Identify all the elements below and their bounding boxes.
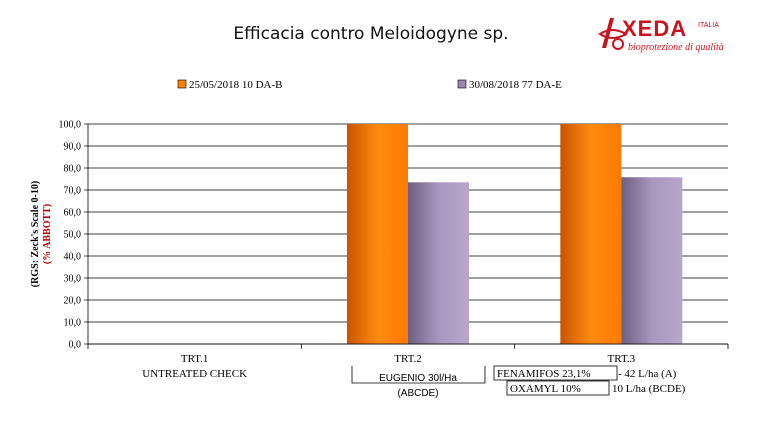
trt2-note-bracket (351, 366, 486, 384)
category-label: TRT.2 (394, 353, 422, 365)
legend-label: 30/08/2018 77 DA-E (469, 79, 562, 91)
y-tick-label: 60,0 (64, 208, 82, 219)
category-label: TRT.3 (608, 353, 636, 365)
y-tick-label: 50,0 (64, 230, 82, 241)
treatment-notes: EUGENIO 30l/Ha (ABCDE) FENAMIFOS 23,1% - 42… (351, 365, 686, 399)
chart-title: Efficacia contro Meloidogyne sp. (233, 24, 509, 44)
y-axis-label: (RGS: Zeck's Scale 0-10) (30, 181, 41, 287)
bar-trt2-series2 (408, 182, 469, 344)
trt3-note-rate-1: - 42 L/ha (A) (618, 368, 677, 380)
y-tick-label: 0,0 (69, 340, 82, 351)
category-sublabel: UNTREATED CHECK (142, 368, 247, 380)
y-tick-label: 90,0 (64, 142, 82, 153)
trt3-note-box-1 (493, 365, 618, 381)
trt3-note-rate-2: 10 L/ha (BCDE) (612, 383, 686, 395)
logo-sub: ITALIA (698, 22, 719, 29)
xeda-logo-mark-icon (598, 18, 628, 50)
chart-legend: 25/05/2018 10 DA-B 30/08/2018 77 DA-E (177, 79, 562, 91)
y-axis-sublabel: (% ABBOTT) (42, 204, 53, 264)
bar-trt3-series1 (560, 124, 622, 344)
y-tick-label: 100,0 (59, 120, 82, 131)
category-label: TRT.1 (181, 353, 209, 365)
bars-group (347, 124, 683, 344)
bar-trt2-series1 (347, 124, 408, 344)
trt3-note-box-2 (506, 380, 610, 396)
y-tick-label: 10,0 (64, 318, 82, 329)
logo-tagline: bioprotezione di qualità (628, 42, 724, 53)
trt2-note-product: EUGENIO 30l/Ha (379, 373, 457, 384)
trt2-note-applications: (ABCDE) (397, 388, 438, 399)
y-tick-label: 70,0 (64, 186, 82, 197)
y-tick-label: 80,0 (64, 164, 82, 175)
y-tick-label: 20,0 (64, 296, 82, 307)
axes: 0,0 10,0 20,0 30,0 40,0 50,0 60,0 70,0 80,0 90,0 1… (30, 120, 729, 351)
y-tick-label: 40,0 (64, 252, 82, 263)
logo-name: XEDA (622, 16, 688, 41)
trt3-note-product-2: OXAMYL 10% (510, 383, 581, 395)
legend-label: 25/05/2018 10 DA-B (189, 79, 283, 91)
bar-trt3-series2 (621, 177, 683, 344)
category-labels: TRT.1 UNTREATED CHECK TRT.2 TRT.3 (142, 353, 635, 380)
trt3-note-product-1: FENAMIFOS 23,1% (497, 368, 591, 380)
xeda-logo: XEDA ITALIA bioprotezione di qualità (598, 12, 748, 58)
legend-swatch (457, 79, 467, 89)
y-tick-label: 30,0 (64, 274, 82, 285)
legend-swatch (177, 79, 187, 89)
